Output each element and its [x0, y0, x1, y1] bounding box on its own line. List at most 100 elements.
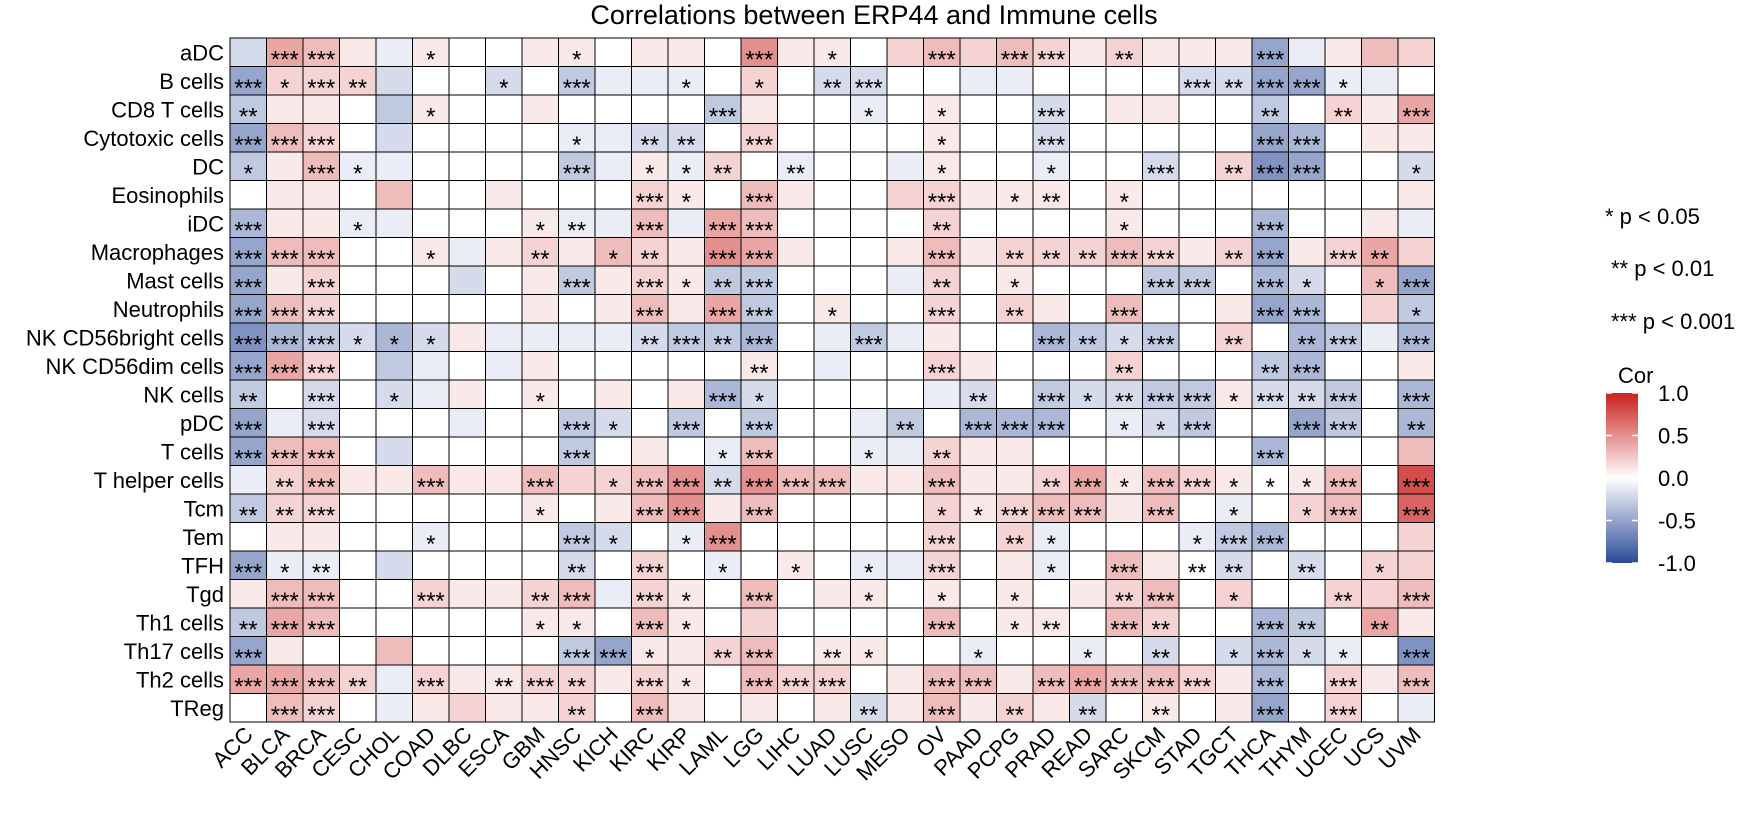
heatmap-cell: [959, 66, 997, 96]
heatmap-cell: [448, 636, 486, 666]
heatmap-cell: [1324, 151, 1362, 181]
heatmap-cell: [1105, 436, 1143, 466]
heatmap-cell: [485, 351, 523, 381]
heatmap-cell: [521, 294, 559, 324]
heatmap-cell: [1251, 522, 1289, 552]
significance-mark: *: [937, 103, 946, 130]
heatmap-cell: [339, 379, 377, 409]
heatmap-cell: [375, 351, 413, 381]
significance-mark: ***: [526, 673, 554, 700]
heatmap-cell: [813, 579, 851, 609]
heatmap-cell: [740, 151, 778, 181]
heatmap-cell: [886, 379, 924, 409]
heatmap-cell: [886, 265, 924, 295]
heatmap-cell: [339, 579, 377, 609]
heatmap-cell: [1251, 408, 1289, 438]
significance-mark: *: [353, 160, 362, 187]
significance-mark: ***: [1037, 673, 1065, 700]
heatmap-cell: [1032, 265, 1070, 295]
significance-mark: ***: [1183, 673, 1211, 700]
significance-mark: ***: [1256, 445, 1284, 472]
significance-mark: ***: [563, 645, 591, 672]
significance-mark: ***: [636, 274, 664, 301]
heatmap-cell: [558, 693, 596, 723]
heatmap-cell: [813, 123, 851, 153]
significance-mark: **: [1261, 360, 1280, 387]
significance-mark: **: [1297, 559, 1316, 586]
row-label: Tgd: [186, 582, 224, 607]
heatmap-cell: [1178, 408, 1216, 438]
heatmap-cell: [1032, 151, 1070, 181]
heatmap-cell: [886, 351, 924, 381]
significance-mark: *: [1120, 474, 1129, 501]
heatmap-cell: [1105, 351, 1143, 381]
significance-mark: *: [791, 559, 800, 586]
significance-mark: ***: [745, 673, 773, 700]
significance-mark: ***: [709, 303, 737, 330]
heatmap-cell: [1397, 151, 1435, 181]
heatmap-cell: [923, 607, 961, 637]
heatmap-cell: [1397, 465, 1435, 495]
heatmap-cell: [375, 379, 413, 409]
heatmap-cell: [1215, 123, 1253, 153]
heatmap-cell: [485, 322, 523, 352]
heatmap-cell: [521, 493, 559, 523]
heatmap-cell: [704, 322, 742, 352]
heatmap-cell: [1215, 37, 1253, 67]
heatmap-cell: [302, 322, 340, 352]
significance-mark: *: [1229, 588, 1238, 615]
heatmap-cell: [558, 550, 596, 580]
heatmap-cell: [375, 493, 413, 523]
heatmap-cell: [923, 66, 961, 96]
heatmap-cell: [1251, 123, 1289, 153]
column-label: UVM: [1374, 722, 1426, 774]
heatmap-cell: [448, 379, 486, 409]
heatmap-cell: [667, 265, 705, 295]
heatmap-cell: [1288, 237, 1326, 267]
heatmap-cell: [631, 351, 669, 381]
heatmap-cell: [740, 550, 778, 580]
heatmap-cell: [266, 123, 304, 153]
significance-mark: *: [572, 616, 581, 643]
heatmap-cell: [558, 408, 596, 438]
significance-mark: ***: [928, 474, 956, 501]
heatmap-cell: [996, 351, 1034, 381]
heatmap-cell: [375, 664, 413, 694]
significance-mark: ***: [307, 702, 335, 729]
significance-mark: *: [280, 75, 289, 102]
heatmap-cell: [740, 322, 778, 352]
heatmap-cell: [1215, 94, 1253, 124]
heatmap-cell: [996, 94, 1034, 124]
heatmap-cell: [777, 351, 815, 381]
significance-mark: *: [864, 588, 873, 615]
heatmap-cell: [1361, 379, 1399, 409]
heatmap-cell: [558, 493, 596, 523]
heatmap-cell: [886, 237, 924, 267]
heatmap-cell: [1105, 237, 1143, 267]
heatmap-cell: [521, 664, 559, 694]
significance-mark: *: [682, 588, 691, 615]
heatmap-cell: [1178, 693, 1216, 723]
significance-mark: *: [755, 388, 764, 415]
heatmap-cell: [850, 123, 888, 153]
heatmap-cell: [521, 579, 559, 609]
heatmap-cell: [740, 607, 778, 637]
heatmap-cell: [229, 322, 267, 352]
heatmap-cell: [631, 664, 669, 694]
heatmap-cell: [448, 94, 486, 124]
significance-mark: ***: [1183, 417, 1211, 444]
heatmap-cell: [558, 379, 596, 409]
heatmap-cell: [886, 522, 924, 552]
heatmap-cell: [594, 579, 632, 609]
heatmap-cell: [959, 408, 997, 438]
significance-mark: ***: [1220, 531, 1248, 558]
significance-mark: ***: [1256, 246, 1284, 273]
row-label: Th1 cells: [136, 610, 224, 635]
heatmap-cell: [412, 294, 450, 324]
heatmap-cell: [1178, 123, 1216, 153]
significance-mark: ***: [745, 189, 773, 216]
significance-mark: ***: [636, 588, 664, 615]
heatmap-cell: [813, 180, 851, 210]
heatmap-cell: [631, 636, 669, 666]
heatmap-cell: [704, 351, 742, 381]
